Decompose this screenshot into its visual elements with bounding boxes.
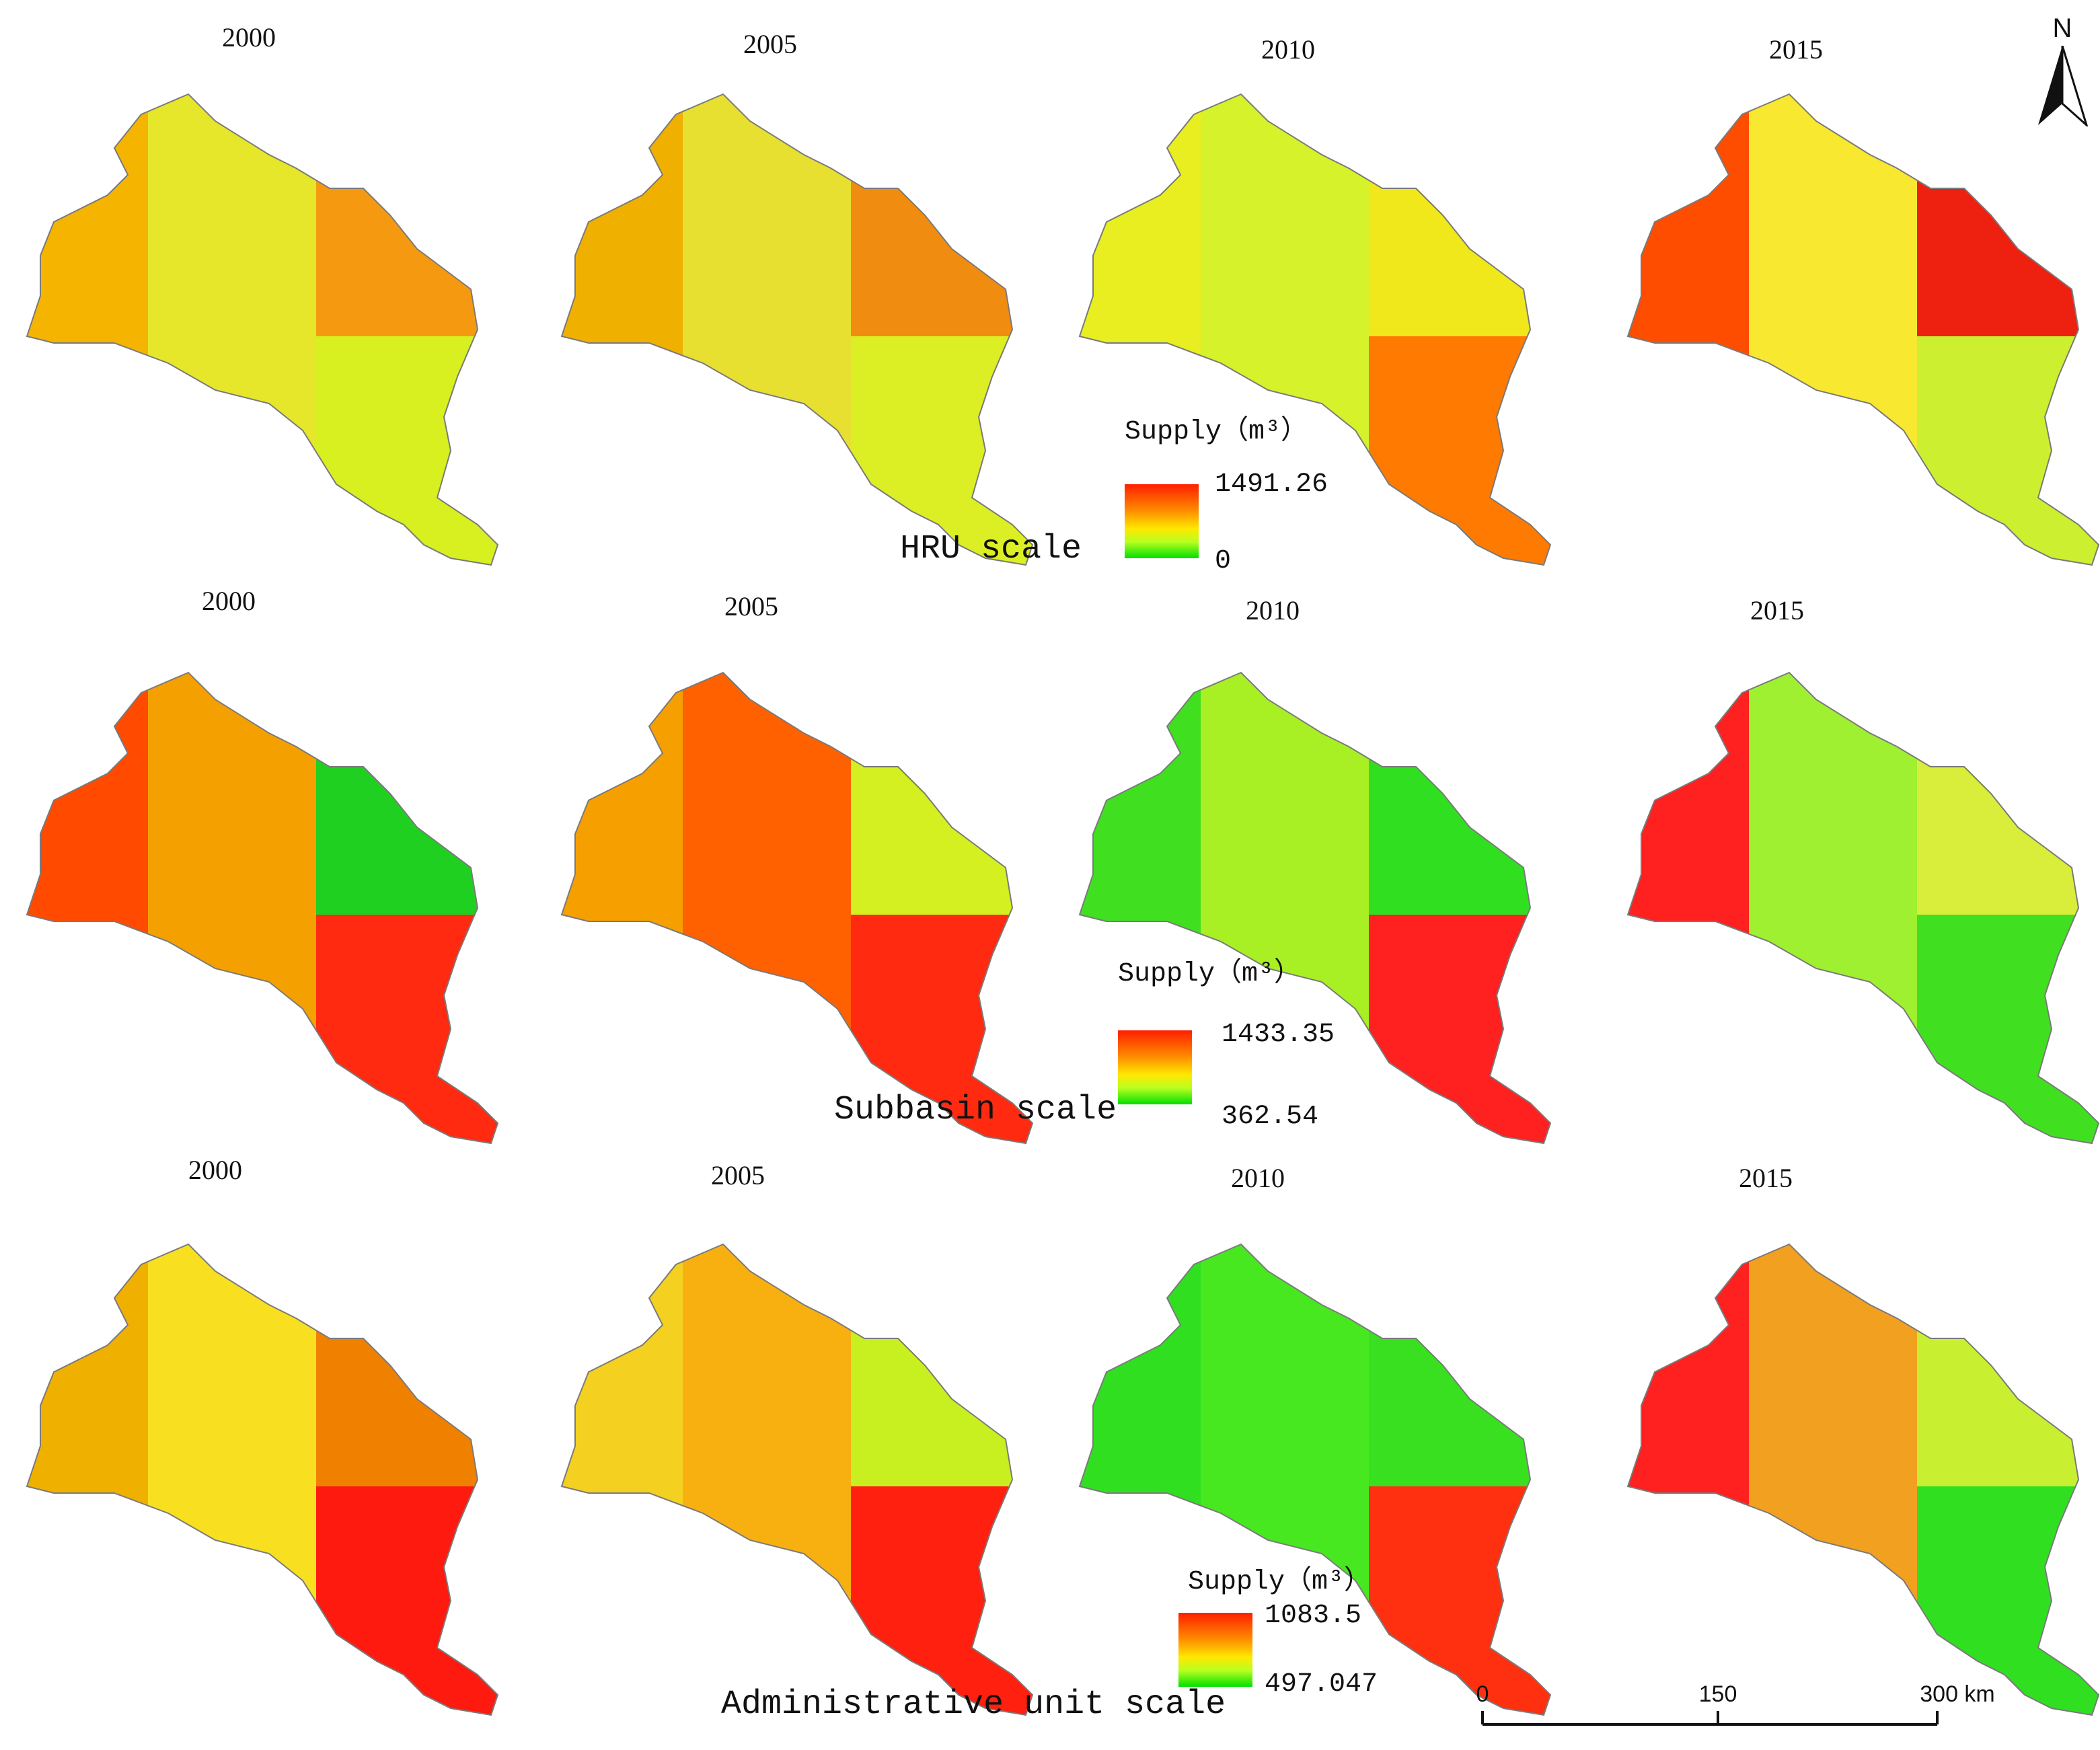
map-zone (27, 1244, 148, 1715)
map-zone (1749, 1244, 1917, 1715)
map-zone (562, 94, 683, 565)
scale-label-hru: HRU scale (900, 530, 1082, 568)
legend-color-ramp-subbasin (1118, 1030, 1192, 1104)
map-zone (1369, 1244, 1550, 1486)
map-zone (1201, 94, 1369, 565)
scale-bar: 0 150 300 km (1466, 1681, 1995, 1742)
scale-label-subbasin: Subbasin scale (834, 1091, 1117, 1129)
map-zone (1369, 673, 1550, 915)
map-zone (148, 94, 316, 565)
scale-tick-0: 0 (1476, 1681, 1489, 1707)
year-title-admin-2015: 2015 (1739, 1163, 1793, 1193)
map-zone (148, 1244, 316, 1715)
map-zone (316, 94, 498, 336)
north-label: N (2052, 13, 2072, 43)
legend-color-ramp-hru (1125, 484, 1199, 558)
map-zone (1749, 94, 1917, 565)
map-zone (316, 673, 498, 915)
legend-max-hru: 1491.26 (1215, 469, 1328, 500)
legend-min-hru: 0 (1215, 546, 1232, 576)
map-subbasin-2000 (26, 672, 498, 1144)
legend-title-admin: Supply（m³） (1188, 1567, 1372, 1597)
year-title-hru-2005: 2005 (743, 29, 797, 59)
map-zone (1201, 673, 1369, 1143)
map-hru-2000 (26, 93, 498, 566)
map-admin-2000 (26, 1244, 498, 1716)
legend-color-ramp-admin (1178, 1613, 1252, 1687)
map-zone (316, 336, 498, 565)
legend-min-subbasin: 362.54 (1222, 1102, 1319, 1132)
legend-min-admin: 497.047 (1265, 1669, 1378, 1700)
year-title-subbasin-2010: 2010 (1246, 595, 1300, 625)
map-admin-2010 (1079, 1244, 1551, 1716)
scale-label-admin: Administrative unit scale (721, 1685, 1226, 1724)
year-title-admin-2000: 2000 (188, 1155, 242, 1185)
legend-title-subbasin: Supply（m³） (1118, 959, 1302, 989)
map-zone (1369, 336, 1550, 565)
map-admin-2005 (561, 1244, 1033, 1716)
map-zone (851, 673, 1033, 915)
map-subbasin-2015 (1627, 672, 2099, 1144)
map-zone (1917, 336, 2099, 565)
scale-tick-150: 150 (1698, 1681, 1737, 1707)
map-admin-2015 (1627, 1244, 2099, 1716)
map-zone (1917, 915, 2099, 1143)
year-title-admin-2010: 2010 (1231, 1163, 1285, 1193)
year-title-hru-2010: 2010 (1261, 34, 1315, 65)
year-title-subbasin-2005: 2005 (724, 591, 778, 621)
map-zone (1628, 1244, 1749, 1715)
map-zone (316, 915, 498, 1143)
map-zone (1369, 94, 1550, 336)
year-title-subbasin-2015: 2015 (1750, 595, 1804, 625)
year-title-subbasin-2000: 2000 (202, 586, 256, 616)
map-zone (851, 1244, 1033, 1486)
map-zone (562, 1244, 683, 1715)
map-zone (683, 673, 851, 1143)
year-title-hru-2000: 2000 (222, 22, 276, 52)
map-zone (316, 1244, 498, 1486)
map-zone (562, 673, 683, 1143)
map-zone (1749, 673, 1917, 1143)
map-zone (148, 673, 316, 1143)
map-zone (851, 94, 1033, 336)
legend-max-admin: 1083.5 (1265, 1601, 1362, 1631)
map-zone (851, 915, 1033, 1143)
map-zone (683, 94, 851, 565)
year-title-admin-2005: 2005 (711, 1160, 765, 1190)
map-zone (316, 1486, 498, 1715)
north-arrow-icon (2038, 46, 2089, 126)
legend-max-subbasin: 1433.35 (1222, 1020, 1335, 1050)
map-subbasin-2005 (561, 672, 1033, 1144)
map-zone (1369, 915, 1550, 1143)
scale-bar-line (1481, 1711, 1939, 1726)
map-hru-2005 (561, 93, 1033, 566)
map-hru-2015 (1627, 93, 2099, 566)
year-title-hru-2015: 2015 (1769, 34, 1823, 65)
map-zone (1628, 673, 1749, 1143)
map-zone (683, 1244, 851, 1715)
legend-title-hru: Supply（m³） (1125, 417, 1308, 447)
north-arrow: N (2035, 13, 2089, 128)
map-zone (1628, 94, 1749, 565)
map-zone (27, 673, 148, 1143)
map-zone (27, 94, 148, 565)
scale-tick-300: 300 km (1920, 1681, 1995, 1707)
